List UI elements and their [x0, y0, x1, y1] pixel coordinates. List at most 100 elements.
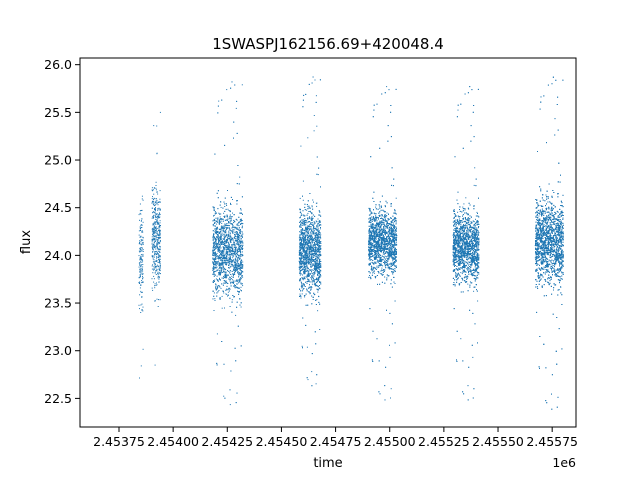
- data-point: [311, 222, 313, 224]
- data-point: [315, 254, 317, 256]
- data-point: [313, 269, 315, 271]
- data-point: [154, 210, 156, 212]
- data-point: [139, 264, 141, 266]
- data-point: [315, 269, 317, 271]
- data-point: [236, 249, 238, 251]
- data-point: [239, 219, 241, 221]
- data-point: [234, 269, 236, 271]
- data-point: [302, 289, 304, 291]
- data-point: [224, 282, 226, 284]
- data-point: [140, 230, 141, 231]
- data-point: [217, 197, 219, 199]
- data-point: [226, 219, 228, 221]
- data-point: [303, 277, 305, 279]
- data-point: [311, 272, 313, 274]
- data-point: [238, 273, 240, 275]
- data-point: [216, 266, 218, 268]
- data-point: [217, 112, 219, 114]
- data-point: [301, 240, 303, 242]
- data-point: [224, 243, 226, 244]
- data-point: [153, 224, 155, 226]
- data-point: [318, 237, 320, 238]
- data-point: [242, 265, 244, 267]
- data-point: [224, 210, 226, 212]
- data-point: [299, 262, 301, 264]
- data-point: [218, 256, 220, 258]
- data-point: [151, 238, 153, 240]
- data-point: [214, 246, 216, 248]
- data-point: [215, 255, 217, 256]
- data-point: [299, 249, 301, 251]
- data-point: [238, 222, 240, 224]
- data-point: [305, 226, 307, 228]
- data-point: [217, 233, 218, 235]
- data-point: [229, 246, 231, 248]
- data-point: [313, 233, 315, 235]
- data-point: [306, 265, 308, 267]
- data-point: [159, 190, 161, 192]
- data-point: [236, 286, 237, 288]
- data-point: [305, 238, 306, 240]
- data-point: [234, 284, 235, 286]
- data-point: [159, 256, 161, 258]
- data-point: [232, 199, 233, 200]
- data-point: [154, 264, 156, 266]
- data-point: [228, 254, 230, 256]
- data-point: [303, 222, 305, 224]
- data-point: [217, 221, 219, 223]
- data-point: [313, 232, 315, 234]
- data-point: [154, 209, 155, 210]
- data-point: [213, 243, 214, 245]
- data-point: [222, 290, 224, 292]
- data-point: [214, 211, 216, 213]
- data-point: [308, 278, 310, 280]
- data-point: [216, 288, 218, 290]
- data-point: [152, 249, 154, 251]
- data-point: [142, 266, 144, 268]
- data-point: [228, 288, 230, 290]
- data-point: [237, 268, 239, 270]
- data-point: [308, 263, 310, 265]
- data-point: [216, 262, 218, 264]
- data-point: [318, 261, 320, 263]
- data-point: [229, 389, 231, 391]
- data-point: [299, 208, 301, 210]
- data-point: [219, 249, 221, 251]
- data-point: [213, 242, 215, 244]
- data-point: [319, 281, 321, 283]
- data-point: [232, 243, 234, 245]
- data-point: [214, 254, 216, 256]
- data-point: [304, 220, 305, 222]
- data-point: [313, 263, 314, 265]
- data-point: [226, 259, 228, 261]
- data-point: [224, 216, 226, 218]
- data-point: [307, 221, 309, 223]
- data-point: [138, 283, 140, 284]
- data-point: [238, 267, 240, 269]
- data-point: [316, 265, 318, 267]
- data-point: [142, 255, 144, 257]
- data-point: [156, 243, 158, 245]
- data-point: [320, 186, 321, 188]
- data-point: [239, 231, 241, 233]
- data-point: [229, 262, 231, 264]
- data-point: [213, 246, 215, 248]
- data-point: [212, 253, 214, 255]
- data-point: [300, 252, 302, 254]
- data-point: [152, 256, 153, 258]
- data-point: [303, 267, 305, 269]
- data-point: [225, 275, 227, 277]
- data-point: [215, 228, 217, 230]
- data-point: [238, 241, 240, 243]
- data-point: [232, 248, 234, 250]
- data-point: [232, 280, 234, 282]
- data-point: [240, 265, 242, 267]
- data-point: [320, 270, 322, 272]
- data-point: [232, 250, 233, 252]
- data-point: [215, 264, 217, 266]
- data-point: [309, 242, 311, 244]
- data-point: [220, 279, 221, 281]
- data-point: [139, 270, 141, 272]
- data-point: [304, 268, 306, 270]
- data-point: [226, 223, 228, 224]
